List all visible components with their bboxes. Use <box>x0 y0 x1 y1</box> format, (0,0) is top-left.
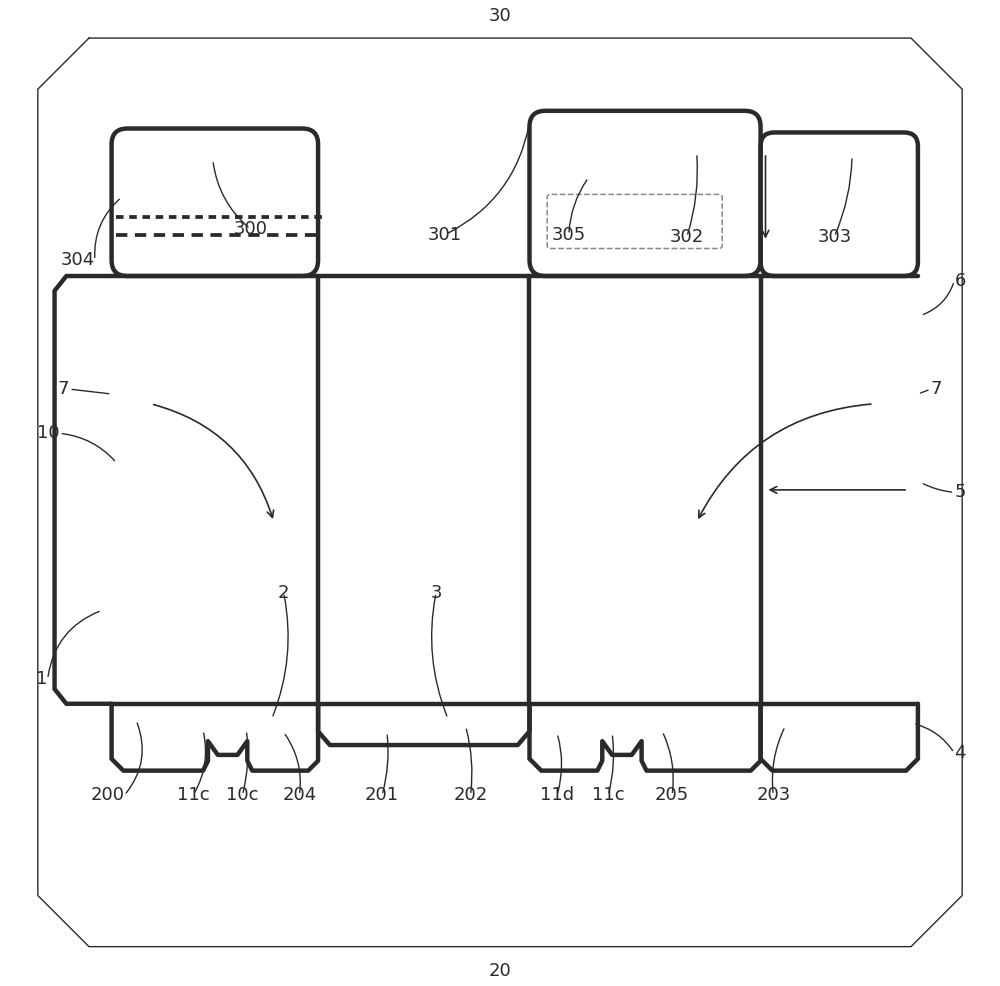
Text: 3: 3 <box>430 584 442 601</box>
Text: 203: 203 <box>756 786 790 805</box>
Text: 7: 7 <box>931 381 942 398</box>
Text: 10c: 10c <box>226 786 259 805</box>
Text: 301: 301 <box>428 226 462 244</box>
Text: 6: 6 <box>954 272 966 290</box>
Text: 304: 304 <box>61 251 95 269</box>
Text: 5: 5 <box>954 483 966 501</box>
Text: 200: 200 <box>90 786 124 805</box>
Text: 204: 204 <box>282 786 317 805</box>
Text: 10: 10 <box>37 424 59 443</box>
Text: 300: 300 <box>233 220 267 238</box>
Text: 11d: 11d <box>540 786 574 805</box>
Text: 2: 2 <box>278 584 289 601</box>
Text: 11c: 11c <box>592 786 624 805</box>
Text: 305: 305 <box>552 226 586 244</box>
Text: 205: 205 <box>655 786 689 805</box>
Text: 1: 1 <box>36 670 48 688</box>
Text: 201: 201 <box>365 786 399 805</box>
Text: 7: 7 <box>58 381 69 398</box>
Text: 302: 302 <box>670 228 704 246</box>
Text: 11c: 11c <box>177 786 210 805</box>
Text: 303: 303 <box>817 228 851 246</box>
Text: 30: 30 <box>489 7 511 26</box>
Text: 20: 20 <box>489 962 511 980</box>
Text: 202: 202 <box>453 786 488 805</box>
Text: 4: 4 <box>954 743 966 762</box>
